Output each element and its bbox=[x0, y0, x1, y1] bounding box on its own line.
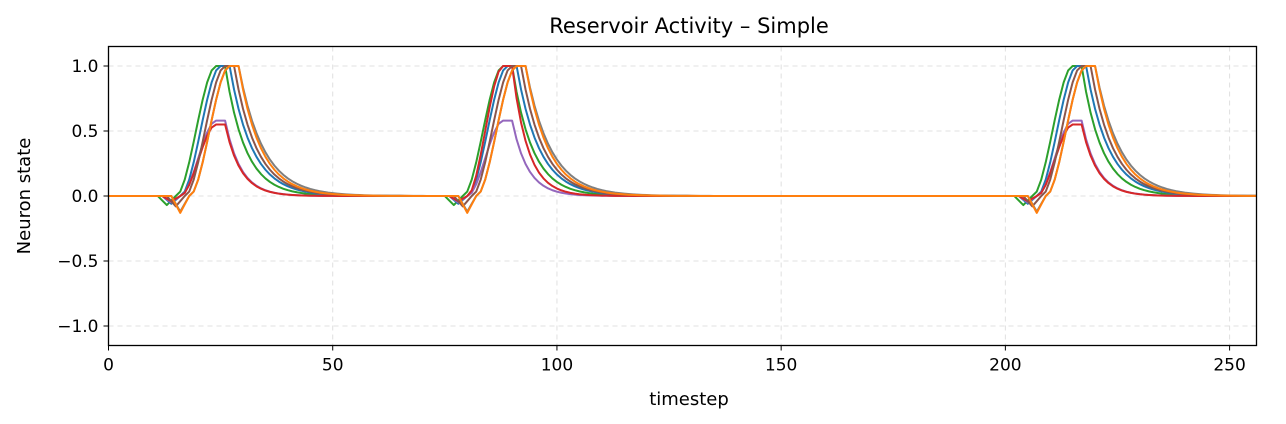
x-tick-label: 100 bbox=[541, 356, 573, 376]
x-tick-label: 250 bbox=[1213, 356, 1245, 376]
y-axis-label: Neuron state bbox=[14, 138, 35, 255]
series-line-6 bbox=[108, 65, 1257, 214]
x-axis-label: timestep bbox=[649, 389, 729, 410]
x-tick-label: 0 bbox=[103, 356, 114, 376]
y-tick-label: 1.0 bbox=[71, 57, 98, 77]
y-tick-label: 0.5 bbox=[71, 122, 98, 142]
chart-title: Reservoir Activity – Simple bbox=[549, 14, 829, 38]
y-tick-label: −1.0 bbox=[57, 317, 98, 337]
x-tick-label: 200 bbox=[989, 356, 1021, 376]
x-tick-label: 150 bbox=[765, 356, 797, 376]
x-tick-label: 50 bbox=[322, 356, 344, 376]
y-tick-label: 0.0 bbox=[71, 187, 98, 207]
series-layer bbox=[108, 65, 1257, 214]
y-tick-label: −0.5 bbox=[57, 252, 98, 272]
y-ticks: −1.0 −0.5 0.0 0.5 1.0 bbox=[57, 57, 109, 337]
x-ticks: 0 50 100 150 200 250 bbox=[103, 345, 1246, 376]
